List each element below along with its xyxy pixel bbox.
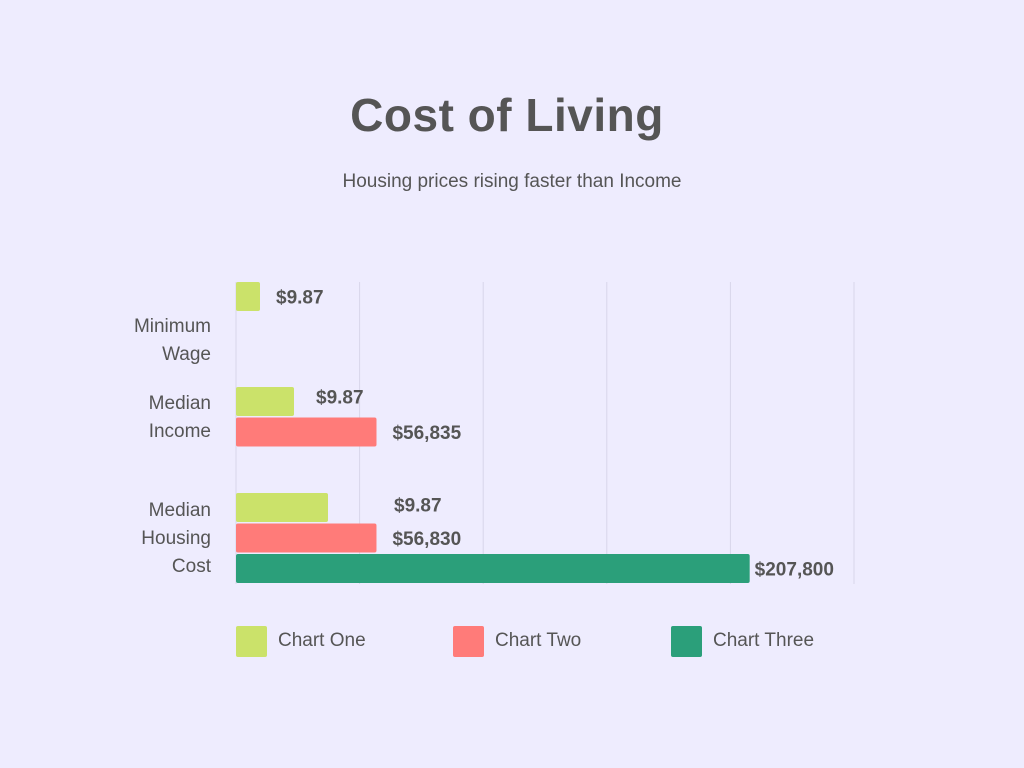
legend-item: Chart One <box>236 625 366 657</box>
legend-label: Chart Three <box>713 630 815 651</box>
category-label: Income <box>149 421 211 442</box>
legend-swatch <box>236 625 267 657</box>
chart-subtitle: Housing prices rising faster than Income <box>342 171 682 192</box>
category-label: Wage <box>162 344 211 365</box>
category-label: Median <box>149 393 211 414</box>
category-label: Minimum <box>134 316 211 337</box>
category-label: Cost <box>172 556 212 577</box>
data-label: $56,830 <box>392 529 461 550</box>
legend-item: Chart Two <box>453 625 581 657</box>
data-label: $207,800 <box>755 560 834 581</box>
bar <box>236 523 377 553</box>
chart-title: Cost of Living <box>350 89 664 141</box>
bar <box>236 493 328 522</box>
legend-label: Chart Two <box>495 630 582 651</box>
legend-swatch <box>453 625 484 657</box>
legend-swatch <box>671 625 702 657</box>
bar <box>236 417 377 447</box>
category-label: Housing <box>141 528 211 549</box>
bar <box>236 554 750 583</box>
data-label: $9.87 <box>276 288 324 309</box>
bar <box>236 387 294 416</box>
data-label: $9.87 <box>316 388 364 409</box>
legend-label: Chart One <box>278 630 366 651</box>
legend-item: Chart Three <box>671 625 814 657</box>
category-label: Median <box>149 500 211 521</box>
chart-legend: Chart One Chart Two Chart Three <box>0 625 1024 657</box>
data-label: $9.87 <box>394 496 442 517</box>
bar <box>236 282 260 311</box>
data-label: $56,835 <box>392 423 461 444</box>
